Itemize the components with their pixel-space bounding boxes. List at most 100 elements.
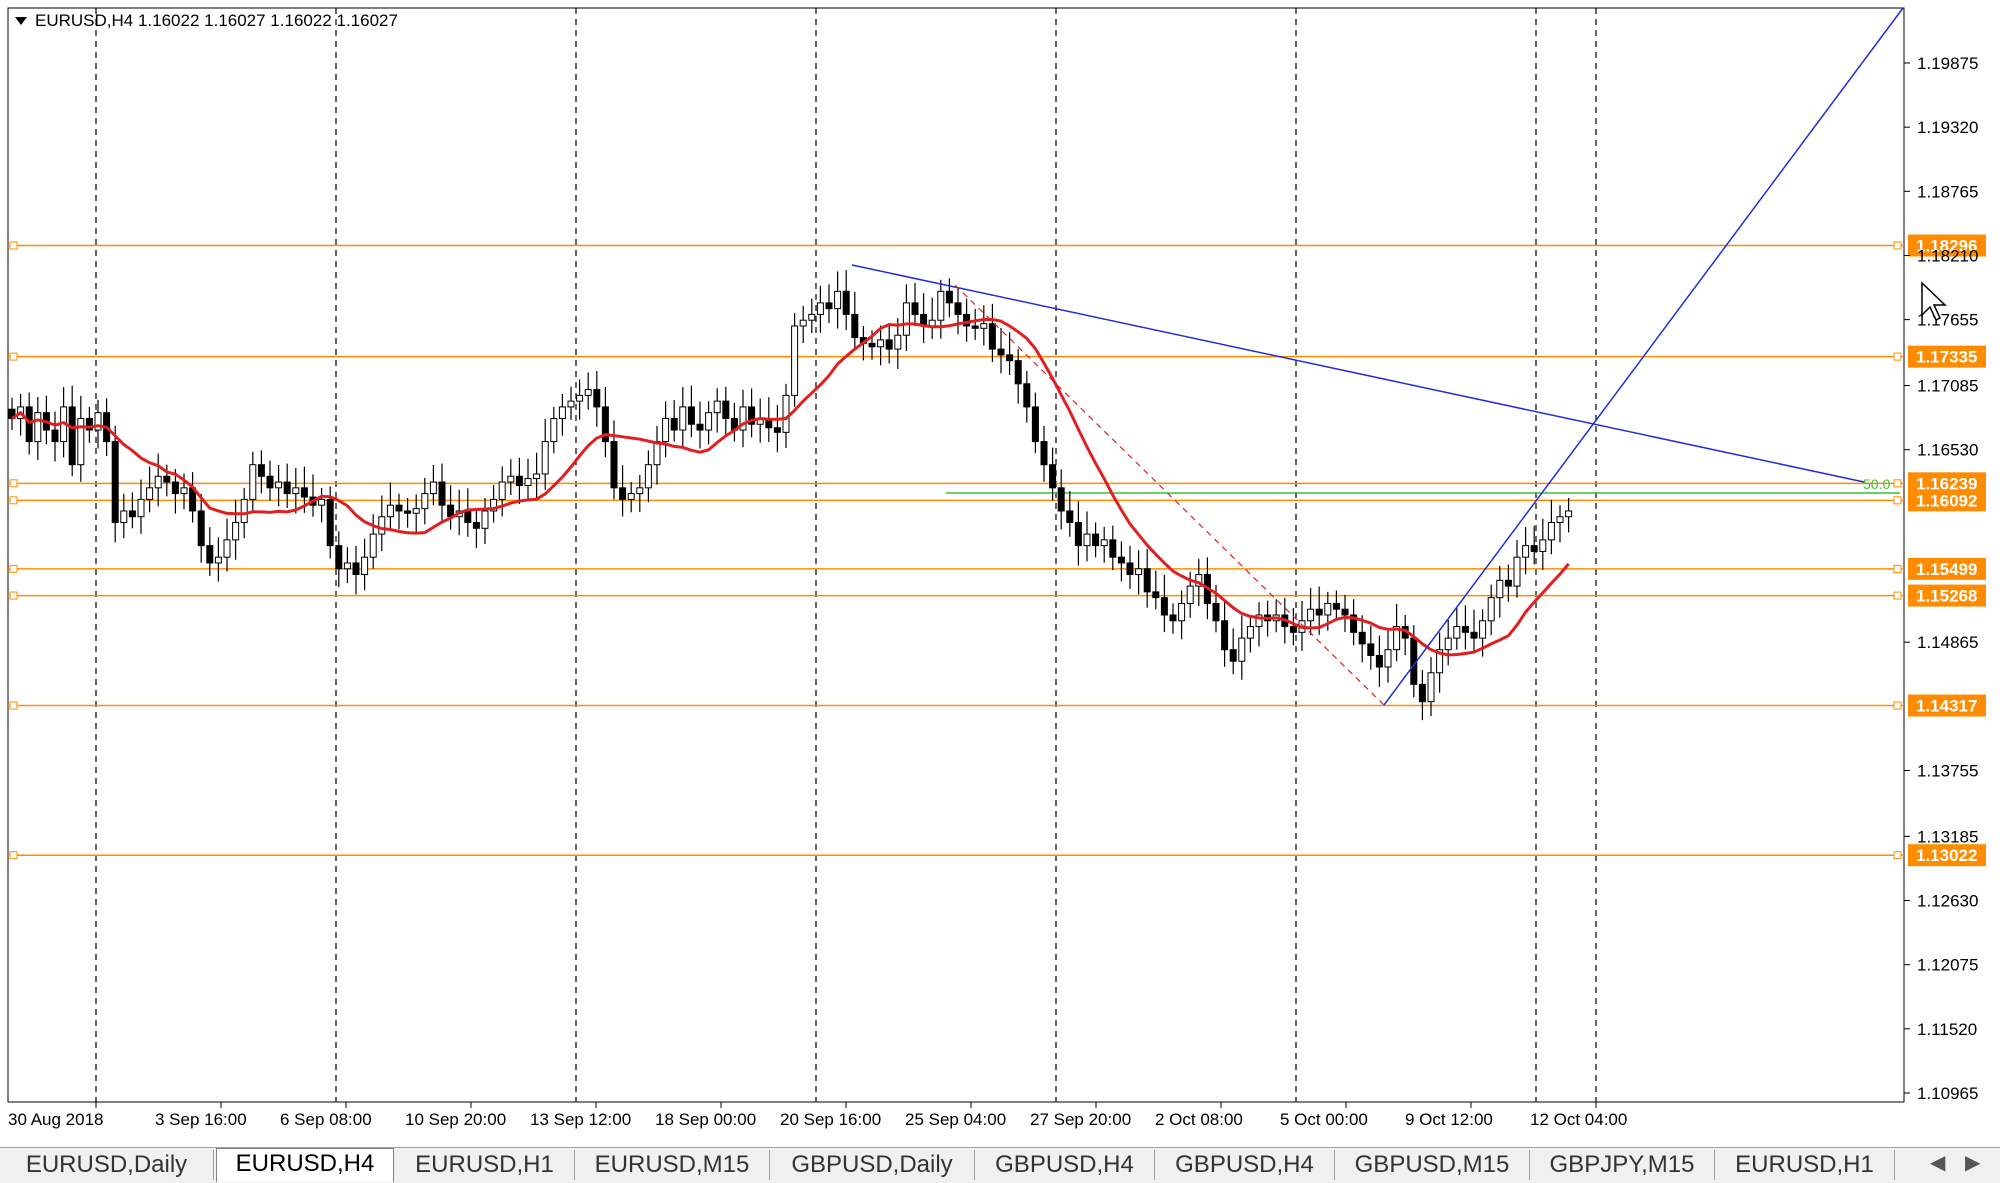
candle-body bbox=[1487, 597, 1495, 622]
candle-body bbox=[1092, 533, 1100, 547]
dropdown-triangle-icon[interactable] bbox=[15, 17, 27, 25]
tab-eurusd-m15[interactable]: EURUSD,M15 bbox=[575, 1150, 770, 1180]
tab-eurusd-h4[interactable]: EURUSD,H4 bbox=[216, 1148, 394, 1182]
time-tick-label: 20 Sep 16:00 bbox=[780, 1110, 881, 1129]
candle-body bbox=[25, 406, 33, 443]
price-tick-label: 1.16530 bbox=[1917, 441, 1978, 460]
candle-body bbox=[1332, 602, 1340, 610]
candle-body bbox=[137, 498, 145, 518]
time-tick-label: 10 Sep 20:00 bbox=[405, 1110, 506, 1129]
candle-body bbox=[429, 481, 437, 495]
level-anchor bbox=[1893, 591, 1902, 600]
candle-body bbox=[120, 510, 128, 524]
level-price-badge bbox=[1908, 557, 1986, 580]
level-anchor bbox=[1893, 701, 1902, 710]
candle-body bbox=[945, 290, 953, 304]
tab-gbpusd-m15[interactable]: GBPUSD,M15 bbox=[1335, 1150, 1530, 1180]
time-tick-label: 25 Sep 04:00 bbox=[905, 1110, 1006, 1129]
candle-body bbox=[1031, 406, 1039, 443]
candle-body bbox=[197, 510, 205, 547]
price-tick-label: 1.12075 bbox=[1917, 956, 1978, 975]
candle-body bbox=[1289, 626, 1297, 633]
trend-lines[interactable] bbox=[851, 7, 1904, 706]
candle-body bbox=[1014, 360, 1022, 385]
candle-body bbox=[1186, 585, 1194, 604]
tab-gbpusd-daily[interactable]: GBPUSD,Daily bbox=[770, 1150, 975, 1180]
level-anchor bbox=[9, 479, 18, 488]
candle-body bbox=[576, 394, 584, 402]
candle-body bbox=[782, 394, 790, 433]
candle-body bbox=[498, 481, 506, 500]
candle-body bbox=[1470, 631, 1478, 639]
candle-body bbox=[1436, 649, 1444, 674]
descending-trendline[interactable] bbox=[851, 264, 1865, 483]
candle-body bbox=[77, 417, 85, 466]
candle-body bbox=[386, 504, 394, 518]
dashed-retracement-line[interactable] bbox=[954, 284, 1385, 706]
tab-gbpusd-h4-2[interactable]: GBPUSD,H4 bbox=[1155, 1150, 1335, 1180]
time-tick-label: 13 Sep 12:00 bbox=[530, 1110, 631, 1129]
level-price-label: 1.14317 bbox=[1916, 697, 1977, 716]
candle-body bbox=[318, 498, 326, 506]
tab-gbpjpy-m15[interactable]: GBPJPY,M15 bbox=[1530, 1150, 1715, 1180]
fibonacci-level[interactable]: 50.0 bbox=[946, 476, 1900, 494]
candle-body bbox=[834, 290, 842, 310]
candle-body bbox=[1461, 626, 1469, 633]
candle-body bbox=[1178, 602, 1186, 622]
candle-body bbox=[1246, 626, 1254, 639]
candle-body bbox=[1522, 545, 1530, 558]
level-price-label: 1.15499 bbox=[1916, 560, 1977, 579]
candle-body bbox=[326, 498, 334, 547]
candle-body bbox=[636, 487, 644, 495]
candle-body bbox=[816, 302, 824, 315]
candle-body bbox=[1453, 626, 1461, 639]
tab-eurusd-daily[interactable]: EURUSD,Daily bbox=[0, 1150, 214, 1180]
candle-body bbox=[1393, 626, 1401, 651]
time-tick-label: 12 Oct 04:00 bbox=[1530, 1110, 1627, 1129]
time-tick-label: 5 Oct 00:00 bbox=[1280, 1110, 1368, 1129]
level-price-label: 1.18296 bbox=[1916, 237, 1977, 256]
candle-body bbox=[154, 475, 162, 489]
tab-eurusd-h1-2[interactable]: EURUSD,H1 bbox=[1715, 1150, 1895, 1180]
candle-body bbox=[240, 498, 248, 524]
price-tick-label: 1.18765 bbox=[1917, 182, 1978, 201]
candle-body bbox=[412, 508, 420, 514]
candle-body bbox=[1384, 649, 1392, 668]
tab-gbpusd-h4[interactable]: GBPUSD,H4 bbox=[975, 1150, 1155, 1180]
candle-body bbox=[1565, 510, 1573, 518]
scroll-right-icon[interactable]: ▶ bbox=[1965, 1152, 1981, 1174]
candle-body bbox=[1074, 522, 1082, 547]
level-price-label: 1.16092 bbox=[1916, 491, 1977, 510]
tab-eurusd-h1[interactable]: EURUSD,H1 bbox=[395, 1150, 575, 1180]
level-anchor bbox=[1893, 352, 1902, 361]
candle-body bbox=[679, 406, 687, 431]
candle-body bbox=[352, 562, 360, 576]
price-tick-label: 1.13185 bbox=[1917, 827, 1978, 846]
chart-tab-bar: EURUSD,Daily EURUSD,H4 EURUSD,H1 EURUSD,… bbox=[0, 1147, 2000, 1183]
candle-body bbox=[687, 406, 695, 425]
moving-average-line[interactable] bbox=[11, 318, 1570, 657]
candle-body bbox=[1049, 464, 1057, 489]
scroll-left-icon[interactable]: ◀ bbox=[1930, 1152, 1946, 1174]
candle-body bbox=[567, 400, 575, 408]
candle-body bbox=[1160, 597, 1168, 616]
candle-body bbox=[773, 427, 781, 433]
candle-body bbox=[1006, 354, 1014, 362]
candle-body bbox=[997, 348, 1005, 356]
ascending-trendline[interactable] bbox=[1383, 7, 1904, 706]
candle-body bbox=[266, 475, 274, 489]
candle-body bbox=[662, 417, 670, 443]
price-tick-label: 1.19875 bbox=[1917, 54, 1978, 73]
level-price-label: 1.13022 bbox=[1916, 846, 1977, 865]
candle-body bbox=[481, 510, 489, 529]
price-axis: 1.19875 1.19320 1.18765 1.18210 1.17655 1.170… bbox=[1904, 54, 1978, 1103]
candle-body bbox=[1367, 643, 1375, 656]
candle-body bbox=[1143, 568, 1151, 593]
candle-body bbox=[627, 493, 635, 500]
candle-body bbox=[988, 323, 996, 350]
price-chart[interactable]: 1.18296 1.17335 1.16239 1.16092 1.15499 1.152… bbox=[0, 0, 1995, 1145]
price-tick-label: 1.17085 bbox=[1917, 377, 1978, 396]
candle-body bbox=[713, 400, 721, 414]
candle-body bbox=[791, 325, 799, 396]
